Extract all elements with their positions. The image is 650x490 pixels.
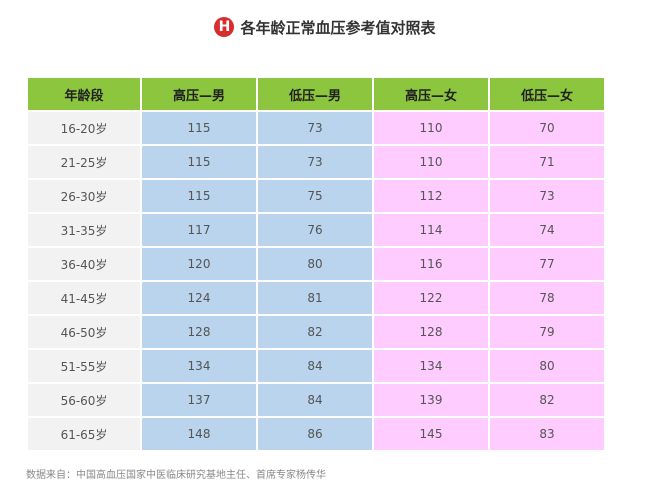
female-systolic-cell: 139 [374,384,488,416]
table-row: 21-25岁 115 73 110 71 [28,146,604,178]
male-systolic-cell: 115 [142,146,256,178]
page-title: H 各年龄正常血压参考值对照表 [0,14,650,40]
male-diastolic-cell: 86 [258,418,372,450]
female-systolic-cell: 110 [374,112,488,144]
header-male-systolic: 高压—男 [142,78,256,110]
table-row: 31-35岁 117 76 114 74 [28,214,604,246]
female-systolic-cell: 128 [374,316,488,348]
table-row: 56-60岁 137 84 139 82 [28,384,604,416]
male-systolic-cell: 120 [142,248,256,280]
table-row: 16-20岁 115 73 110 70 [28,112,604,144]
header-male-diastolic: 低压—男 [258,78,372,110]
female-systolic-cell: 134 [374,350,488,382]
table-row: 46-50岁 128 82 128 79 [28,316,604,348]
male-systolic-cell: 148 [142,418,256,450]
age-cell: 21-25岁 [28,146,140,178]
female-diastolic-cell: 77 [490,248,604,280]
title-text: 各年龄正常血压参考值对照表 [240,18,436,37]
female-diastolic-cell: 80 [490,350,604,382]
age-cell: 51-55岁 [28,350,140,382]
table-header-row: 年龄段 高压—男 低压—男 高压—女 低压—女 [28,78,604,110]
male-systolic-cell: 124 [142,282,256,314]
age-cell: 26-30岁 [28,180,140,212]
female-systolic-cell: 110 [374,146,488,178]
table-row: 61-65岁 148 86 145 83 [28,418,604,450]
female-diastolic-cell: 74 [490,214,604,246]
female-diastolic-cell: 78 [490,282,604,314]
male-diastolic-cell: 82 [258,316,372,348]
male-systolic-cell: 128 [142,316,256,348]
table-row: 36-40岁 120 80 116 77 [28,248,604,280]
age-cell: 31-35岁 [28,214,140,246]
male-systolic-cell: 115 [142,112,256,144]
age-cell: 56-60岁 [28,384,140,416]
table-body: 16-20岁 115 73 110 70 21-25岁 115 73 110 71 26-30岁 11… [28,112,604,450]
male-diastolic-cell: 84 [258,350,372,382]
age-cell: 16-20岁 [28,112,140,144]
male-diastolic-cell: 75 [258,180,372,212]
h-badge-icon: H [214,17,235,37]
male-systolic-cell: 117 [142,214,256,246]
male-diastolic-cell: 80 [258,248,372,280]
female-systolic-cell: 112 [374,180,488,212]
male-systolic-cell: 115 [142,180,256,212]
male-diastolic-cell: 76 [258,214,372,246]
table-row: 51-55岁 134 84 134 80 [28,350,604,382]
male-diastolic-cell: 84 [258,384,372,416]
female-systolic-cell: 145 [374,418,488,450]
male-systolic-cell: 137 [142,384,256,416]
header-age: 年龄段 [28,78,140,110]
age-cell: 41-45岁 [28,282,140,314]
age-cell: 46-50岁 [28,316,140,348]
male-diastolic-cell: 81 [258,282,372,314]
male-diastolic-cell: 73 [258,146,372,178]
female-diastolic-cell: 82 [490,384,604,416]
age-cell: 61-65岁 [28,418,140,450]
female-diastolic-cell: 70 [490,112,604,144]
header-female-systolic: 高压—女 [374,78,488,110]
female-diastolic-cell: 71 [490,146,604,178]
age-cell: 36-40岁 [28,248,140,280]
female-systolic-cell: 116 [374,248,488,280]
female-diastolic-cell: 79 [490,316,604,348]
header-female-diastolic: 低压—女 [490,78,604,110]
source-note: 数据来自：中国高血压国家中医临床研究基地主任、首席专家杨传华 [26,470,326,481]
blood-pressure-table: 年龄段 高压—男 低压—男 高压—女 低压—女 16-20岁 115 73 110 70… [26,76,606,452]
male-systolic-cell: 134 [142,350,256,382]
female-systolic-cell: 122 [374,282,488,314]
table-row: 26-30岁 115 75 112 73 [28,180,604,212]
female-diastolic-cell: 73 [490,180,604,212]
female-diastolic-cell: 83 [490,418,604,450]
female-systolic-cell: 114 [374,214,488,246]
male-diastolic-cell: 73 [258,112,372,144]
table-row: 41-45岁 124 81 122 78 [28,282,604,314]
